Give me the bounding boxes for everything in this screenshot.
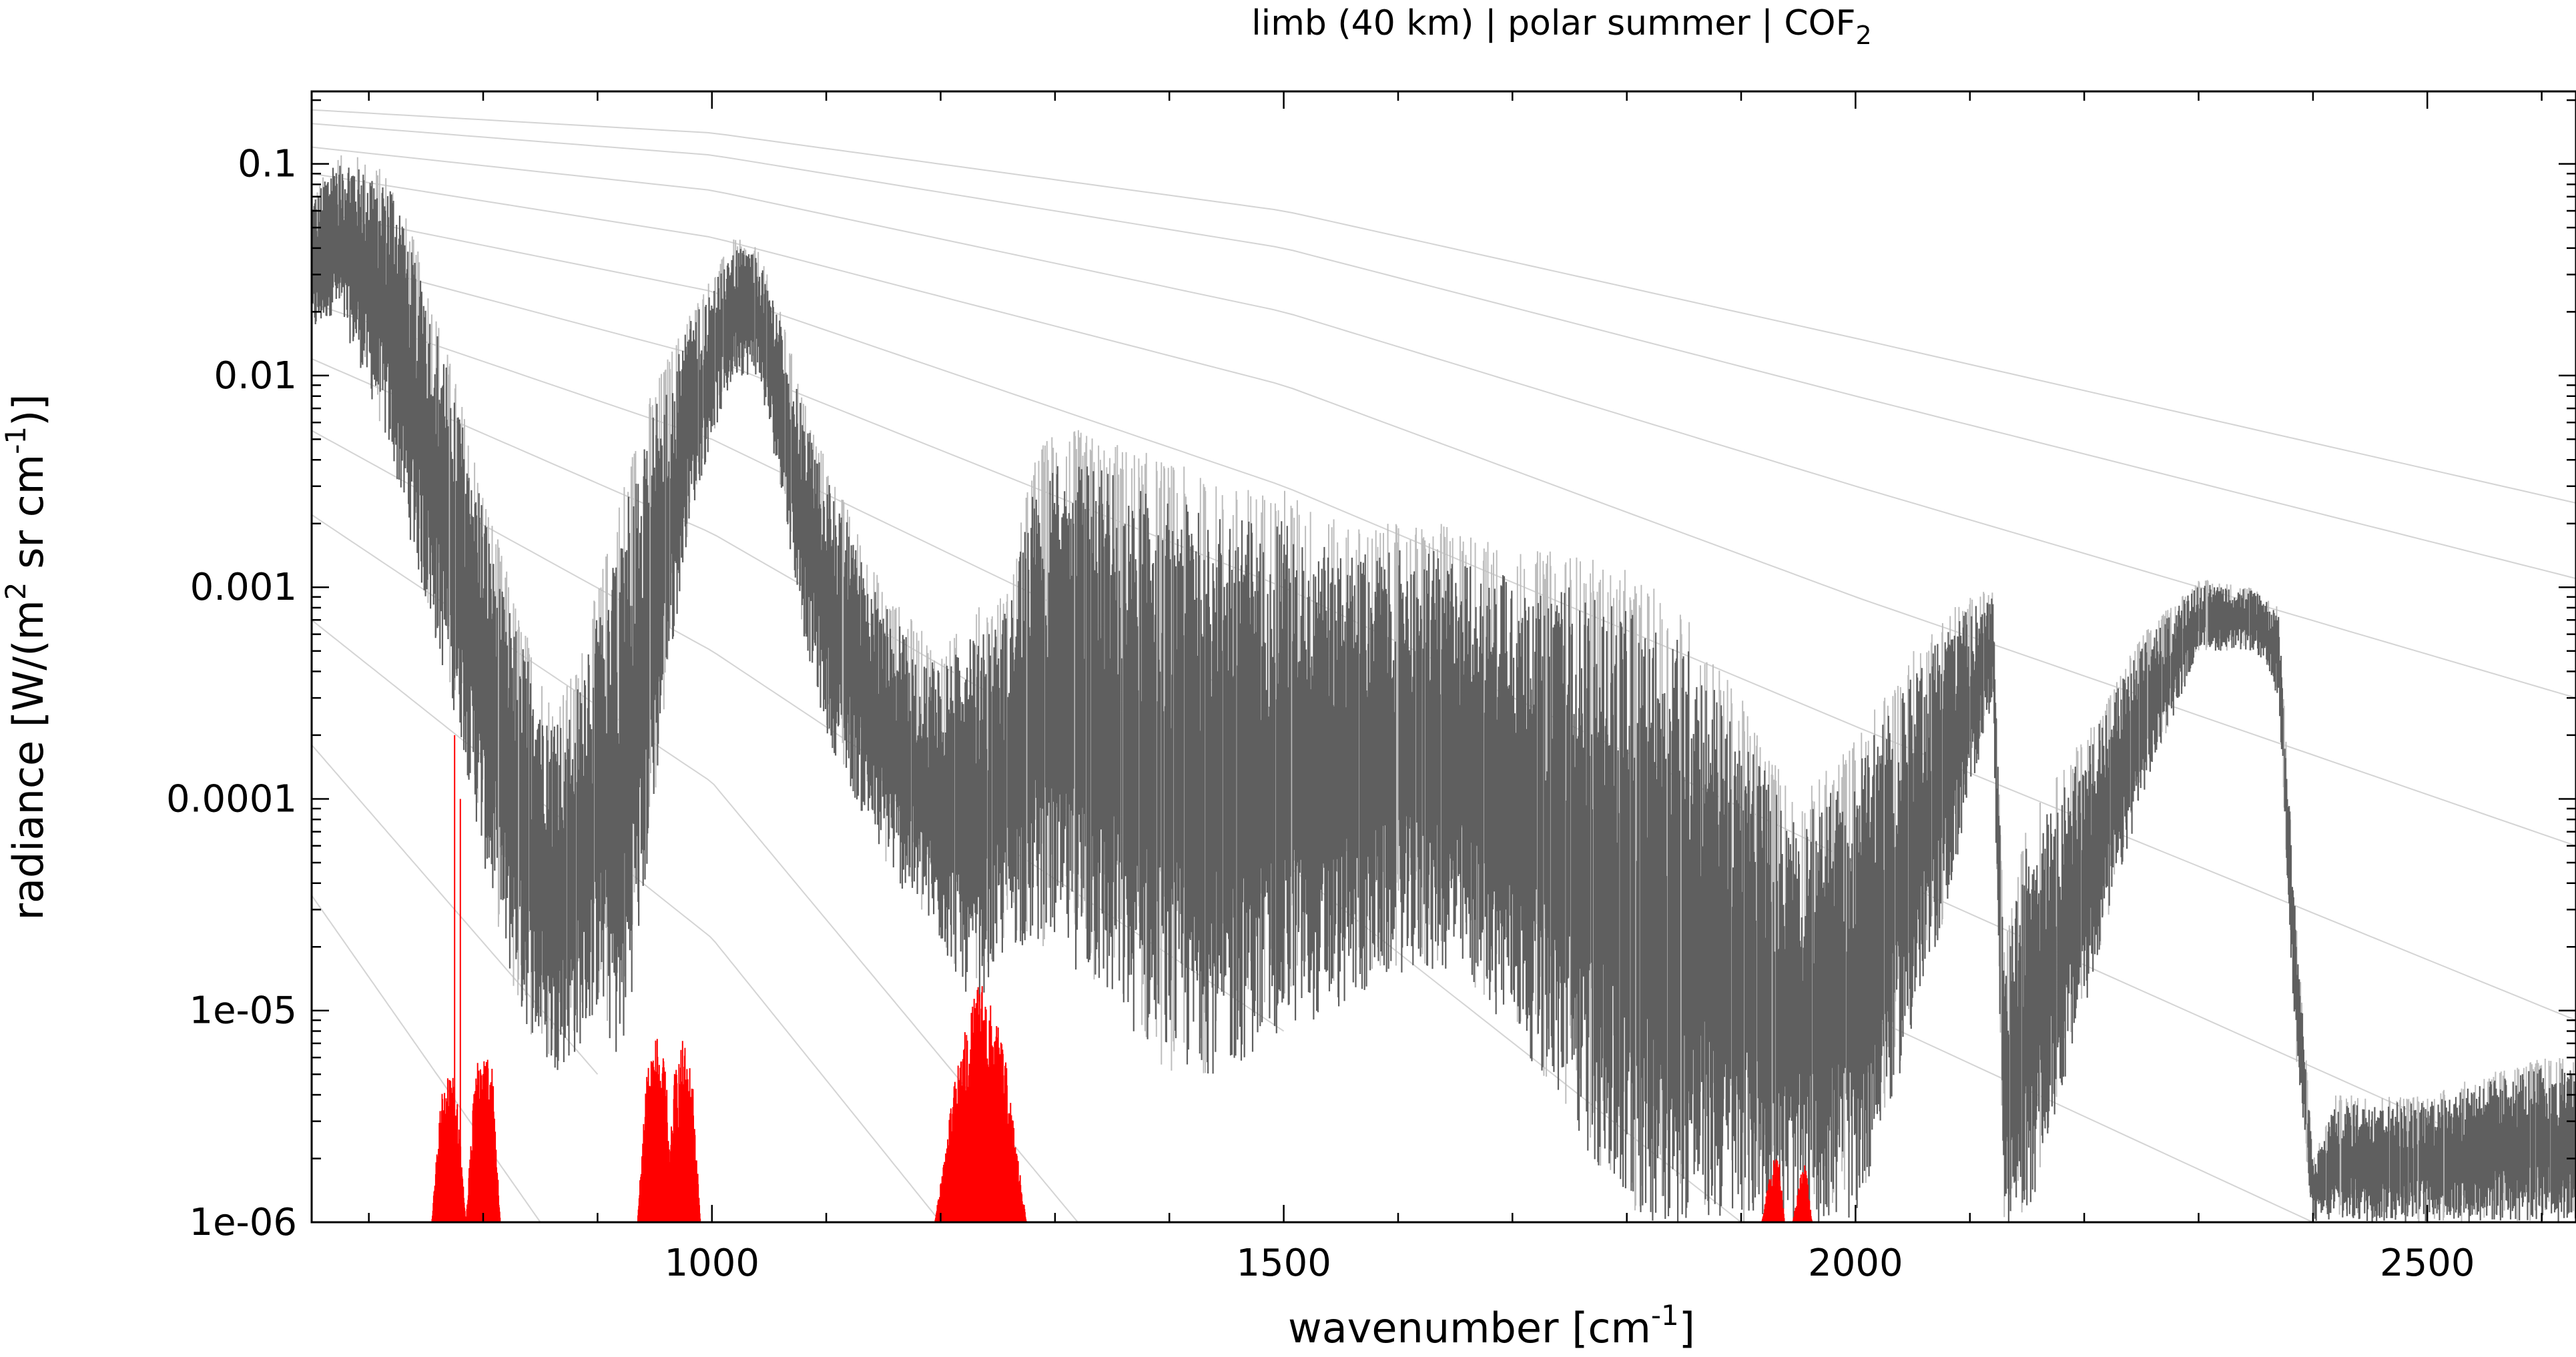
x-axis-title: wavenumber [cm-1]: [1288, 1299, 1695, 1352]
x-tick-label: 2000: [1808, 1242, 1903, 1285]
cof2-spike: [454, 735, 461, 1222]
x-tick-label: 1500: [1236, 1242, 1331, 1285]
y-tick-label: 0.001: [190, 566, 297, 609]
cof2-band-2: [465, 1059, 501, 1222]
x-tick-label: 2500: [2380, 1242, 2475, 1285]
y-axis: 0.1 0.01 0.001 0.0001 1e-05 1e-06: [166, 99, 2576, 1244]
reference-curve-2: [312, 123, 2576, 580]
reference-curve-1: [312, 109, 2576, 504]
reference-curve-13: [312, 895, 541, 1222]
cof2-band-6: [1761, 1159, 1786, 1222]
y-tick-label: 1e-05: [189, 989, 297, 1033]
x-axis: 1000 1500 2000 2500: [368, 91, 2543, 1285]
cof2-band-5: [934, 986, 1027, 1222]
spectrum-series: [312, 155, 2576, 1222]
y-tick-label: 1e-06: [189, 1201, 297, 1244]
spectrum-dark-lines: [312, 165, 2576, 1222]
x-tick-label: 1000: [665, 1242, 760, 1285]
plot-frame: [310, 90, 2576, 1224]
reference-curve-4: [312, 173, 2576, 847]
y-tick-label: 0.1: [238, 143, 297, 186]
y-tick-label: 0.01: [214, 354, 297, 398]
cof2-band-7: [1792, 1165, 1813, 1222]
cof2-band-4: [665, 1041, 701, 1222]
y-axis-title: radiance [W/(m2 sr cm-1)]: [0, 394, 53, 921]
y-tick-label: 0.0001: [166, 777, 297, 821]
cof2-series: [431, 735, 1813, 1222]
chart-title: limb (40 km) | polar summer | COF2: [1251, 3, 1871, 50]
